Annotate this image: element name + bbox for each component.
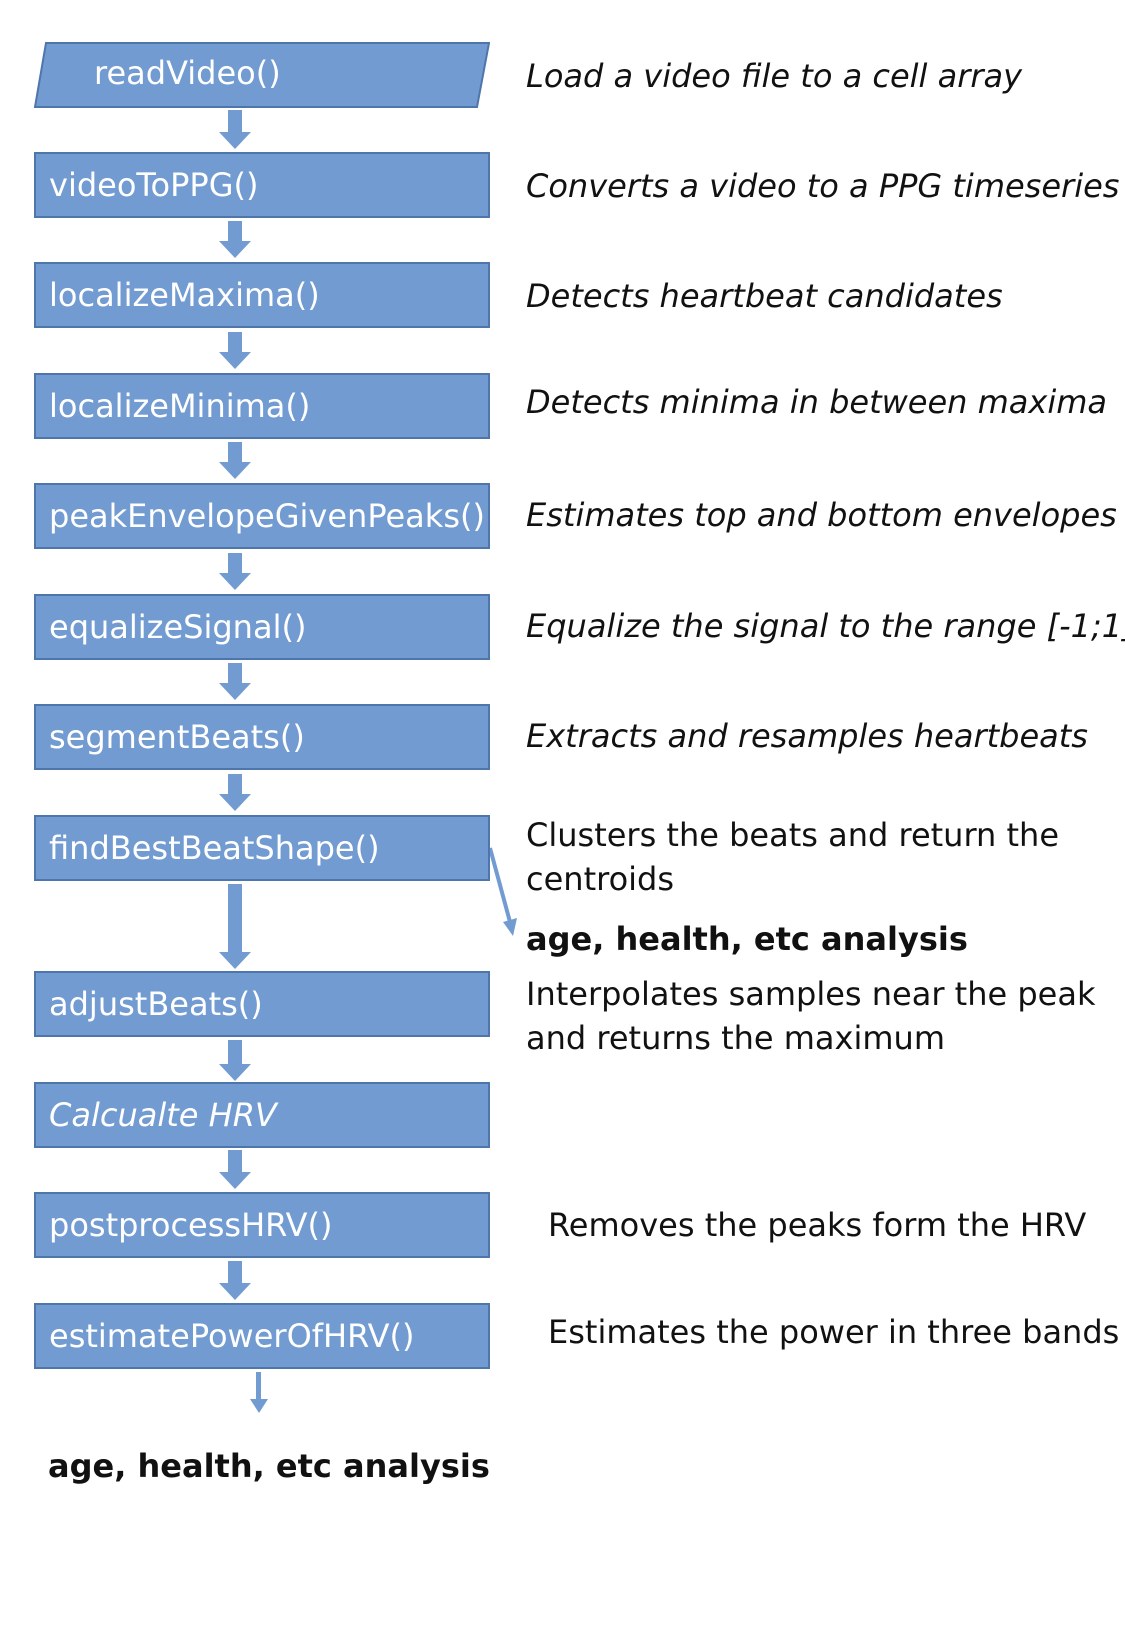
step-label: segmentBeats() [49,718,305,756]
step-description: Estimates the power in three bands [548,1313,1120,1351]
arrow-8 [219,884,251,969]
step-findbestbeatshape: findBestBeatShape() [34,815,490,881]
step-description-line1: Interpolates samples near the peak [526,975,1096,1013]
step-label: localizeMinima() [49,387,311,425]
step-description: Load a video file to a cell array [526,57,1023,95]
step-description: Detects heartbeat candidates [526,277,1003,315]
step-description: Extracts and resamples heartbeats [526,717,1088,755]
step-label: estimatePowerOfHRV() [49,1317,415,1355]
step-description-line1: Clusters the beats and return the [526,816,1060,854]
side-output-label: age, health, etc analysis [526,920,968,958]
step-localizeminima: localizeMinima() [34,373,490,439]
step-label: peakEnvelopeGivenPeaks() [49,497,485,535]
step-label: equalizeSignal() [49,608,307,646]
step-description: Detects minima in between maxima [526,383,1108,421]
arrow-9 [219,1040,251,1081]
step-estimatepowerofhrv: estimatePowerOfHRV() [34,1303,490,1369]
step-peakenvelopegivenpeaks: peakEnvelopeGivenPeaks() [34,483,490,549]
step-label: localizeMaxima() [49,276,320,314]
step-label: adjustBeats() [49,985,263,1023]
step-equalizesignal: equalizeSignal() [34,594,490,660]
arrow-3 [219,332,251,369]
arrow-1 [219,110,251,149]
arrow-4 [219,442,251,479]
step-label: postprocessHRV() [49,1206,333,1244]
step-calculate-hrv: Calcualte HRV [34,1082,490,1148]
step-description-line2: centroids [526,860,675,898]
arrow-6 [219,663,251,700]
arrow-5 [219,553,251,590]
arrow-12 [250,1372,268,1413]
step-description: Equalize the signal to the range [-1;1] [526,607,1125,645]
step-description: Estimates top and bottom envelopes [526,496,1117,534]
step-label: readVideo() [94,54,281,92]
step-label: findBestBeatShape() [49,829,380,867]
step-readvideo: readVideo() [34,42,490,108]
step-description: Converts a video to a PPG timeseries [526,167,1120,205]
step-label: videoToPPG() [49,166,259,204]
arrow-7 [219,774,251,811]
arrow-2 [219,221,251,258]
step-localizemaxima: localizeMaxima() [34,262,490,328]
step-videotoppg: videoToPPG() [34,152,490,218]
step-adjustbeats: adjustBeats() [34,971,490,1037]
parallelogram-shape [34,42,490,108]
final-output-label: age, health, etc analysis [48,1447,490,1485]
step-postprocesshrv: postprocessHRV() [34,1192,490,1258]
arrow-11 [219,1261,251,1300]
arrow-10 [219,1150,251,1189]
side-arrow [488,847,517,936]
step-label: Calcualte HRV [49,1096,277,1134]
step-description: Removes the peaks form the HRV [548,1206,1087,1244]
step-description-line2: and returns the maximum [526,1019,945,1057]
step-segmentbeats: segmentBeats() [34,704,490,770]
